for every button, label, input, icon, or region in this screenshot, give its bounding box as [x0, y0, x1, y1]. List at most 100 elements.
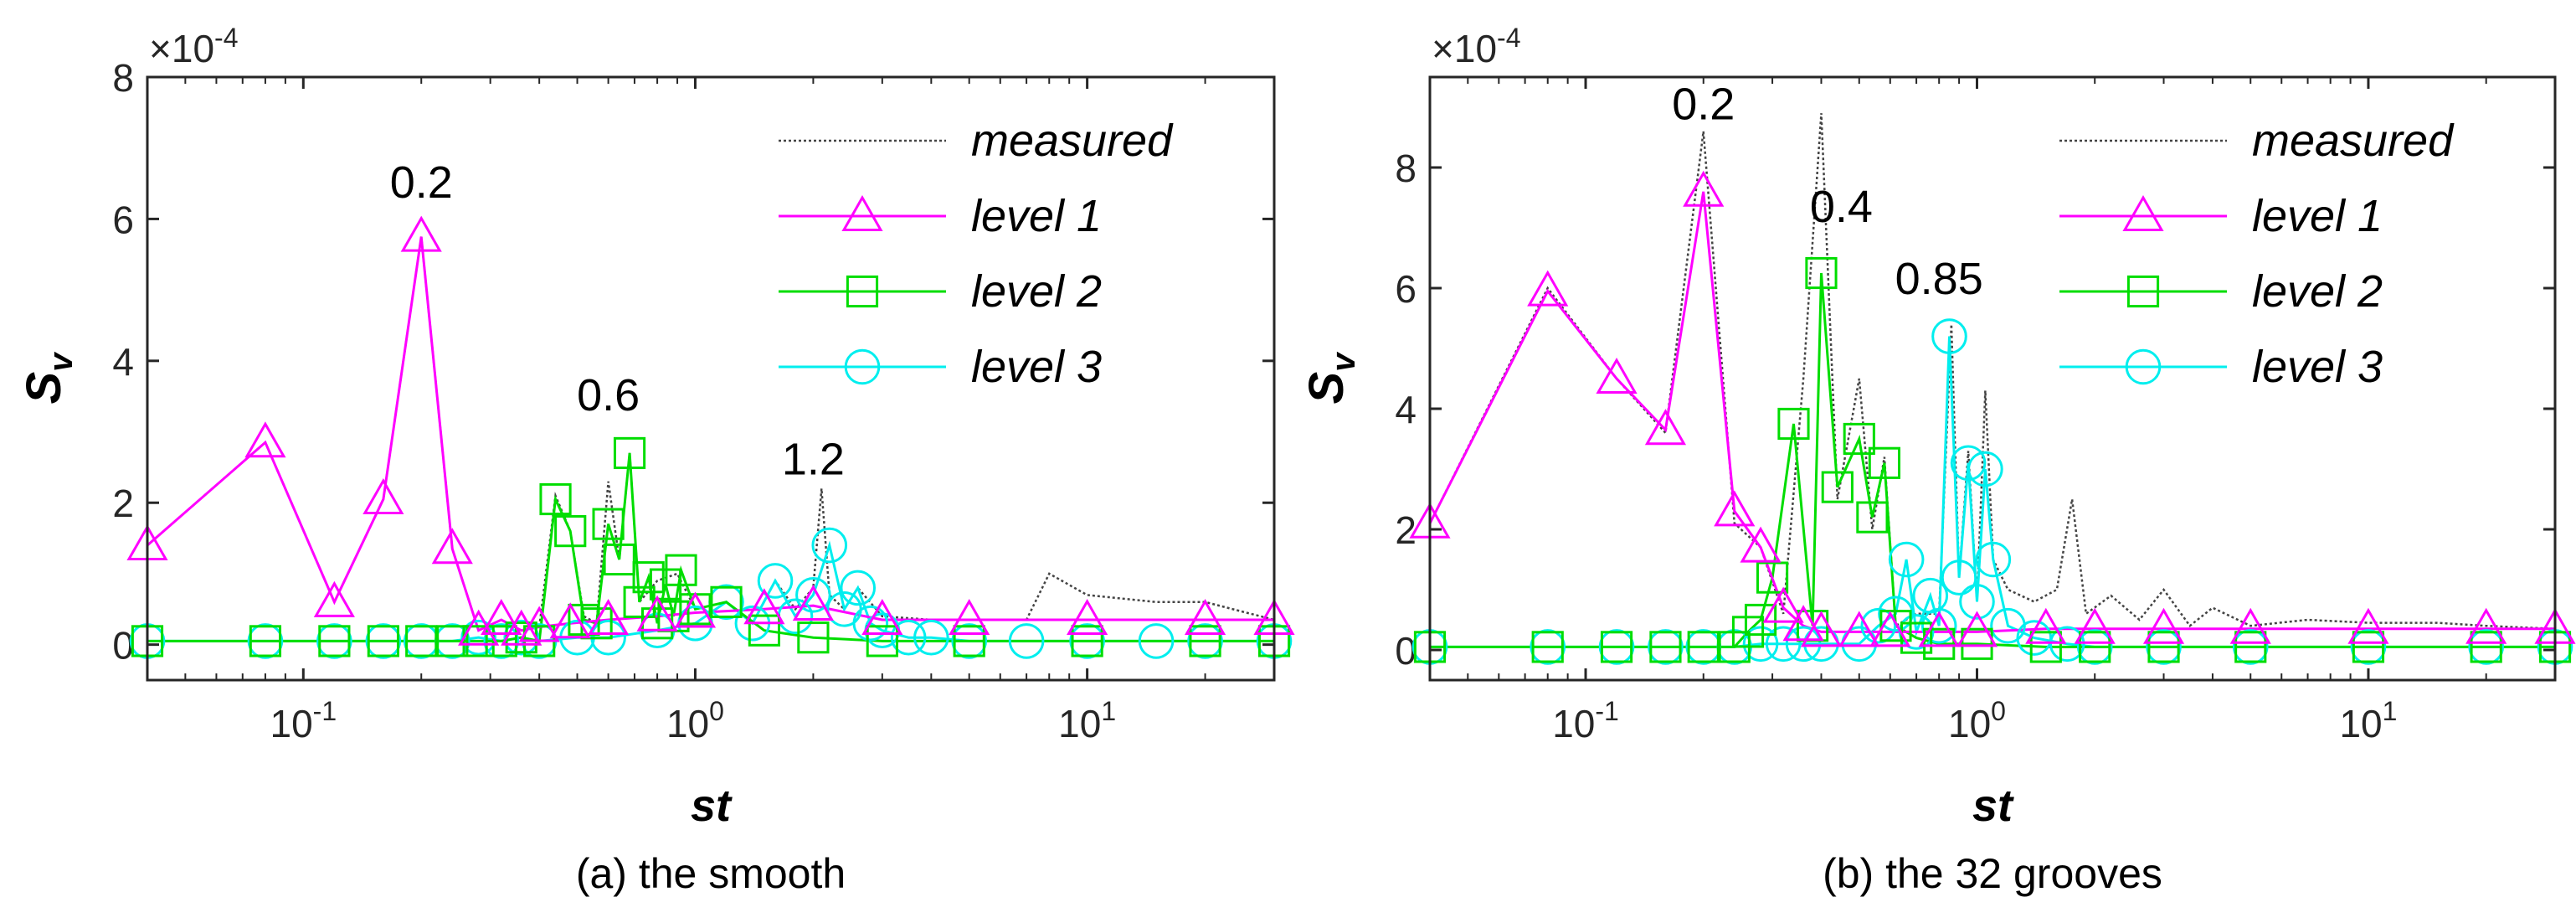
data-point-level-3 [365, 623, 402, 659]
legend-label-level-2: level 2 [971, 266, 1102, 317]
data-point-level-3 [1765, 626, 1802, 663]
legend-b: measured level 1 level 2 level 3 [2059, 116, 2455, 392]
data-point-level-1 [458, 609, 500, 646]
data-point-level-3 [1742, 626, 1779, 663]
data-point-level-2 [2147, 631, 2180, 663]
data-point-level-2 [1731, 616, 1765, 648]
data-point-level-3 [1785, 626, 1822, 663]
data-point-level-1 [1800, 611, 1843, 647]
data-point-level-2 [1687, 631, 1720, 663]
data-point-level-2 [1900, 621, 1933, 654]
data-point-level-1 [636, 595, 678, 632]
data-point-level-1 [362, 477, 404, 514]
data-point-level-2 [462, 625, 495, 657]
data-point-level-2 [953, 625, 985, 657]
data-point-level-1 [1527, 270, 1569, 307]
y-axis-label-b: Sv [1299, 351, 1362, 405]
data-point-level-3 [1967, 451, 2003, 487]
data-point-level-2 [592, 508, 625, 540]
data-point-level-3 [247, 623, 284, 659]
data-point-level-2 [632, 561, 665, 594]
data-point-level-1 [1644, 409, 1687, 446]
y-exponent-a: ×10-4 [149, 23, 238, 70]
y-exponent-a-base: ×10 [149, 27, 214, 70]
data-point-level-3 [890, 619, 927, 656]
data-point-level-1 [1782, 605, 1824, 642]
data-point-level-2 [1744, 603, 1777, 637]
data-point-level-2 [1961, 627, 1993, 660]
data-point-level-1 [1596, 357, 1638, 394]
legend-label-level-1: level 1 [2252, 191, 2383, 241]
data-point-level-2 [603, 543, 635, 576]
x-tick-label: 100 [666, 696, 724, 745]
plot-area-b [1428, 75, 2557, 682]
data-point-level-1 [949, 598, 990, 635]
data-point-level-3 [1878, 596, 1914, 632]
data-point-level-1 [1714, 490, 1756, 527]
y-tick-label: 2 [1395, 508, 1417, 552]
data-point-level-3 [1950, 445, 1987, 482]
x-tick-label: 100 [1948, 696, 2006, 745]
data-point-level-2 [1756, 561, 1789, 594]
series-line-level-1 [147, 236, 1274, 632]
data-point-level-1 [1184, 598, 1226, 635]
data-point-level-3 [811, 527, 848, 564]
y-exponent-b: ×10-4 [1432, 23, 1520, 70]
data-point-level-1 [861, 598, 903, 635]
caption-b: (b) the 32 grooves [1823, 850, 2162, 897]
data-point-level-3 [2468, 629, 2504, 665]
data-point-level-3 [1931, 318, 1967, 354]
data-point-level-1 [674, 591, 717, 628]
data-point-level-3 [1941, 559, 1977, 596]
data-point-level-2 [1821, 471, 1854, 503]
series-line-level-1 [1428, 191, 2555, 633]
data-point-level-1 [1740, 526, 1782, 563]
data-point-level-2 [554, 515, 587, 548]
data-point-level-2 [249, 625, 282, 657]
data-point-level-1 [549, 602, 591, 639]
data-point-level-1 [1067, 598, 1108, 635]
legend-marker-level-2 [846, 275, 879, 308]
data-point-level-3 [840, 570, 877, 606]
peak-annotation: 0.2 [1672, 79, 1735, 129]
data-point-level-2 [748, 614, 781, 647]
data-point-level-2 [1843, 422, 1875, 456]
data-point-level-3 [1860, 607, 1897, 644]
series-line-level-2 [147, 452, 1274, 643]
data-point-level-1 [1918, 611, 1960, 647]
data-point-level-2 [665, 554, 697, 586]
legend-marker-level-1 [2122, 194, 2164, 231]
data-point-level-1 [2025, 607, 2067, 644]
data-point-level-2 [1777, 407, 1810, 441]
data-point-level-2 [539, 482, 572, 516]
data-point-level-3 [2146, 629, 2182, 665]
data-point-level-1 [792, 585, 834, 621]
x-tick-label: 101 [1058, 696, 1116, 745]
legend-label-level-2: level 2 [2252, 266, 2383, 317]
data-point-level-3 [1008, 623, 1045, 659]
data-point-level-2 [1600, 631, 1633, 663]
data-point-level-3 [1598, 629, 1635, 665]
y-tick-label: 6 [112, 198, 134, 241]
data-point-level-1 [244, 421, 286, 458]
y-label-main: S [1299, 371, 1354, 404]
data-point-level-1 [2142, 607, 2185, 644]
caption-a: (a) the smooth [576, 850, 846, 897]
y-tick-label: 6 [1395, 267, 1417, 311]
data-point-level-1 [2347, 607, 2389, 644]
data-point-level-3 [1888, 541, 1925, 578]
data-point-level-3 [1187, 623, 1223, 659]
data-point-level-2 [1531, 631, 1564, 663]
data-point-level-3 [503, 619, 540, 656]
y-label-subscript: v [43, 351, 80, 372]
peak-annotation: 0.4 [1810, 182, 1873, 232]
data-point-level-3 [1069, 623, 1105, 659]
y-tick-label: 8 [112, 56, 134, 100]
series-line-measured [147, 236, 1275, 632]
data-point-level-1 [313, 580, 355, 617]
y-axis-label-a: Sv [17, 351, 80, 405]
y-tick-label: 2 [112, 482, 134, 525]
series-line-level-2 [1430, 272, 2555, 648]
data-point-level-3 [460, 619, 496, 656]
data-point-level-3 [2232, 629, 2269, 665]
